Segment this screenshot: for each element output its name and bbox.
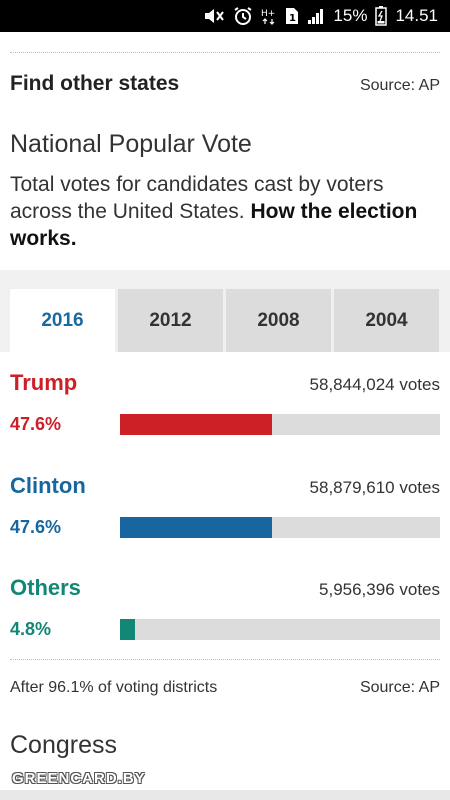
battery-percent: 15% xyxy=(333,6,368,25)
bottom-strip xyxy=(0,790,450,800)
vote-bar-fill xyxy=(120,414,273,435)
vote-bar-track xyxy=(120,414,440,435)
clock: 14.51 xyxy=(395,6,438,25)
section-description: Total votes for candidates cast by voter… xyxy=(10,171,445,252)
signal-icon xyxy=(307,8,325,24)
tab-2008[interactable]: 2008 xyxy=(226,289,331,352)
sim-icon: 1 xyxy=(285,7,299,25)
tab-2016[interactable]: 2016 xyxy=(10,289,115,352)
vote-bar-fill xyxy=(120,517,273,538)
tab-2004[interactable]: 2004 xyxy=(334,289,439,352)
tab-2012[interactable]: 2012 xyxy=(118,289,223,352)
divider xyxy=(10,659,440,660)
candidate-percent: 47.6% xyxy=(10,414,62,434)
vote-bar-fill xyxy=(120,619,136,640)
mute-icon xyxy=(203,8,225,24)
find-other-states-row[interactable]: Find other states Source: AP xyxy=(10,72,440,96)
candidate-percent: 4.8% xyxy=(10,619,52,639)
candidate-votes: 58,844,024 votes xyxy=(309,375,440,394)
watermark: GREENCARD.BY xyxy=(12,770,146,787)
source-label: Source: AP xyxy=(359,679,440,696)
candidate-row: Trump 58,844,024 votes 47.6% xyxy=(10,370,440,435)
reporting-note: After 96.1% of voting districts xyxy=(10,679,218,696)
congress-heading: Congress xyxy=(10,731,117,759)
candidate-row: Clinton 58,879,610 votes 47.6% xyxy=(10,473,440,538)
candidate-votes: 58,879,610 votes xyxy=(309,478,440,497)
candidate-row: Others 5,956,396 votes 4.8% xyxy=(10,575,440,640)
divider xyxy=(10,52,440,53)
status-bar: H+ 1 15% 14.51 xyxy=(0,0,450,32)
description-text: Total votes for candidates cast by voter… xyxy=(10,173,384,223)
svg-text:1: 1 xyxy=(289,13,296,24)
year-tabs-bar: 2016 2012 2008 2004 xyxy=(0,270,450,352)
svg-text:H+: H+ xyxy=(261,9,275,19)
how-election-works-link[interactable]: How the election works. xyxy=(10,200,418,250)
source-label: Source: AP xyxy=(359,77,440,94)
candidate-name: Clinton xyxy=(10,473,86,498)
battery-icon xyxy=(375,6,388,26)
alarm-icon xyxy=(233,6,253,26)
vote-bar-track xyxy=(120,517,440,538)
hplus-icon: H+ xyxy=(261,7,277,25)
find-other-states-link[interactable]: Find other states xyxy=(10,72,180,95)
footer-row: After 96.1% of voting districts Source: … xyxy=(10,679,440,697)
candidate-votes: 5,956,396 votes xyxy=(319,580,440,599)
section-title: National Popular Vote xyxy=(10,130,252,158)
vote-bar-track xyxy=(120,619,440,640)
candidate-name: Others xyxy=(10,575,81,600)
candidate-percent: 47.6% xyxy=(10,517,62,537)
candidate-name: Trump xyxy=(10,370,78,395)
